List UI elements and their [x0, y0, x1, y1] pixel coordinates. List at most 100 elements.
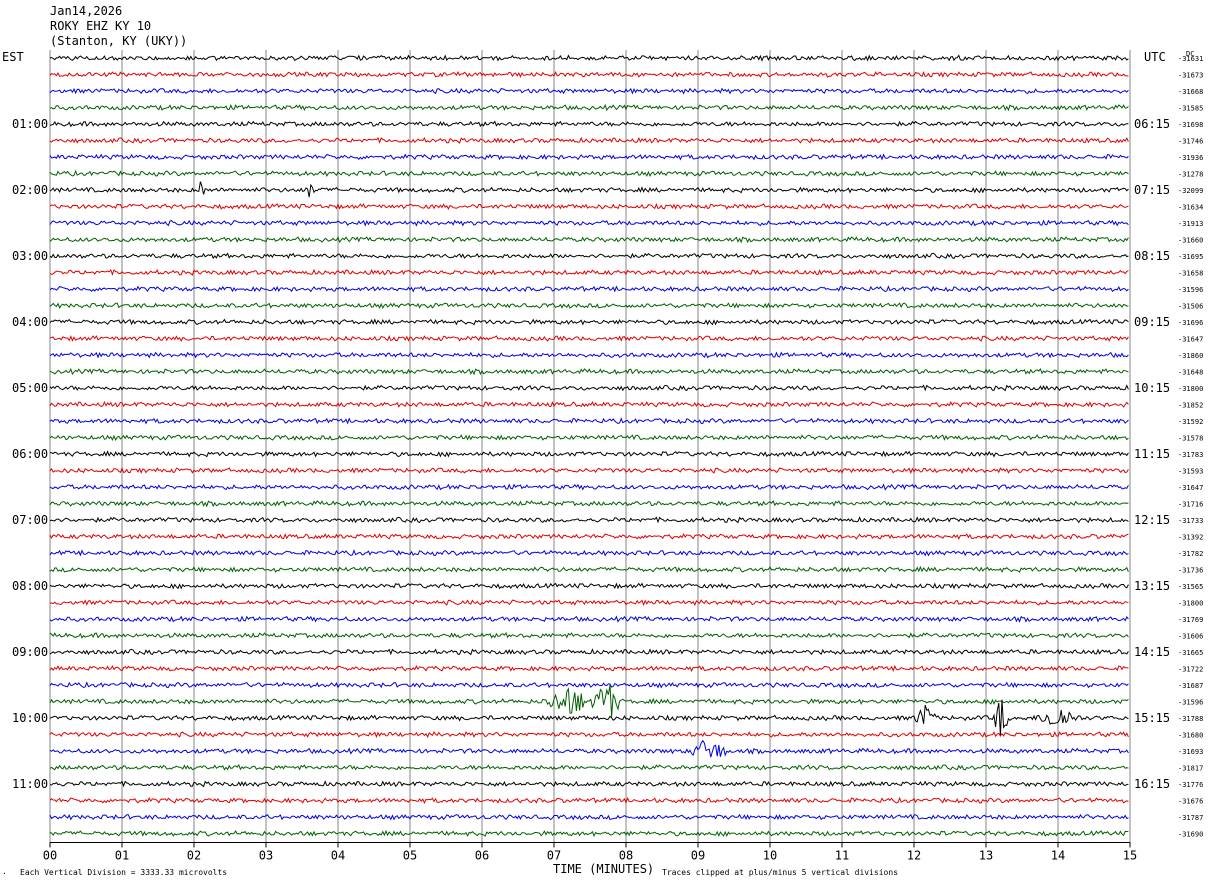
- right-timezone-label: UTC: [1144, 50, 1166, 64]
- x-tick-label: 06: [475, 849, 489, 863]
- left-hour-label: 10:00: [12, 711, 48, 725]
- dc-offset-label: -31647: [1178, 484, 1203, 492]
- right-hour-label: 13:15: [1134, 579, 1170, 593]
- seismic-trace-27: [49, 499, 1129, 508]
- right-hour-label: 08:15: [1134, 249, 1170, 263]
- dc-offset-label: -31647: [1178, 336, 1203, 344]
- dc-offset-label: -31769: [1178, 616, 1203, 624]
- x-tick-label: 12: [907, 849, 921, 863]
- right-hour-label: 10:15: [1134, 381, 1170, 395]
- right-hour-label: 15:15: [1134, 711, 1170, 725]
- seismic-trace-14: [49, 285, 1129, 293]
- dc-offset-label: -31852: [1178, 402, 1203, 410]
- left-hour-label: 09:00: [12, 645, 48, 659]
- header-date: Jan14,2026: [50, 4, 123, 18]
- seismic-trace-37: [49, 664, 1129, 672]
- x-tick-label: 07: [547, 849, 561, 863]
- seismic-trace-34: [49, 615, 1129, 623]
- seismic-trace-40: [49, 699, 1129, 736]
- dc-offset-label: -31687: [1178, 682, 1203, 690]
- seismic-trace-33: [49, 599, 1129, 607]
- seismic-trace-3: [49, 103, 1129, 112]
- x-tick-label: 02: [187, 849, 201, 863]
- x-tick-label: 01: [115, 849, 129, 863]
- seismic-trace-0: [49, 54, 1129, 62]
- x-tick-label: 10: [763, 849, 777, 863]
- left-timezone-label: EST: [2, 50, 24, 64]
- left-hour-label: 07:00: [12, 513, 48, 527]
- dc-offset-label: -31800: [1178, 385, 1203, 393]
- seismic-trace-46: [49, 813, 1129, 821]
- dc-offset-label: -31783: [1178, 451, 1203, 459]
- dc-offset-label: -31776: [1178, 781, 1203, 789]
- seismic-trace-4: [49, 120, 1129, 128]
- seismic-trace-16: [49, 318, 1129, 326]
- seismic-trace-5: [49, 136, 1129, 144]
- seismic-trace-1: [49, 70, 1129, 78]
- seismic-trace-29: [49, 532, 1129, 540]
- dc-offset-label: -31680: [1178, 732, 1203, 740]
- dc-offset-label: -31585: [1178, 105, 1203, 113]
- left-hour-label: 01:00: [12, 117, 48, 131]
- seismic-trace-6: [49, 153, 1129, 161]
- dc-offset-label: -31676: [1178, 798, 1203, 806]
- header-location: (Stanton, KY (UKY)): [50, 34, 188, 48]
- left-hour-label: 04:00: [12, 315, 48, 329]
- seismic-trace-39: [49, 684, 1129, 717]
- left-hour-label: 08:00: [12, 579, 48, 593]
- right-hour-label: 07:15: [1134, 183, 1170, 197]
- right-hour-label: 11:15: [1134, 447, 1170, 461]
- dc-offset-label: -31782: [1178, 550, 1203, 558]
- seismic-trace-23: [49, 434, 1129, 442]
- dc-offset-label: -31695: [1178, 253, 1203, 261]
- seismic-trace-10: [49, 219, 1129, 227]
- dc-offset-label: -31696: [1178, 319, 1203, 327]
- seismic-trace-36: [49, 648, 1129, 656]
- seismic-trace-44: [49, 780, 1129, 788]
- dc-offset-label: -31788: [1178, 715, 1203, 723]
- dc-offset-label: -31658: [1178, 270, 1203, 278]
- dc-offset-label: -31673: [1178, 72, 1203, 80]
- seismic-trace-17: [49, 335, 1129, 343]
- x-tick-label: 08: [619, 849, 633, 863]
- seismic-trace-32: [49, 582, 1129, 590]
- seismic-trace-41: [49, 731, 1129, 739]
- header-station: ROKY EHZ KY 10: [50, 19, 152, 33]
- right-hour-label: 09:15: [1134, 315, 1170, 329]
- dc-offset-label: -31800: [1178, 600, 1203, 608]
- x-tick-label: 03: [259, 849, 273, 863]
- dc-offset-label: -31565: [1178, 583, 1203, 591]
- dc-label: DC: [1186, 50, 1195, 58]
- dc-offset-label: -31634: [1178, 204, 1203, 212]
- seismic-trace-20: [49, 384, 1129, 392]
- right-hour-label: 12:15: [1134, 513, 1170, 527]
- seismic-trace-43: [49, 763, 1129, 771]
- left-hour-label: 06:00: [12, 447, 48, 461]
- seismic-trace-22: [49, 417, 1129, 425]
- right-hour-label: 06:15: [1134, 117, 1170, 131]
- dc-offset-label: -31578: [1178, 435, 1203, 443]
- seismic-trace-2: [49, 87, 1129, 95]
- x-tick-label: 00: [43, 849, 57, 863]
- left-hour-label: 03:00: [12, 249, 48, 263]
- corner-mark: .: [2, 867, 7, 876]
- seismic-trace-42: [49, 739, 1129, 758]
- dc-offset-label: -31913: [1178, 220, 1203, 228]
- dc-offset-label: -31592: [1178, 418, 1203, 426]
- dc-offset-label: -31860: [1178, 352, 1203, 360]
- seismic-trace-30: [49, 549, 1129, 557]
- x-tick-label: 04: [331, 849, 345, 863]
- dc-offset-label: -31660: [1178, 237, 1203, 245]
- dc-offset-label: -31736: [1178, 567, 1203, 575]
- seismic-trace-11: [49, 235, 1129, 244]
- dc-offset-label: -31596: [1178, 699, 1203, 707]
- seismic-trace-9: [49, 203, 1129, 211]
- seismic-trace-24: [49, 450, 1129, 458]
- dc-offset-label: -31690: [1178, 831, 1203, 839]
- x-tick-label: 05: [403, 849, 417, 863]
- seismic-traces: [49, 54, 1129, 838]
- dc-offset-label: -31278: [1178, 171, 1203, 179]
- seismic-trace-13: [49, 268, 1129, 276]
- dc-offset-label: -31665: [1178, 649, 1203, 657]
